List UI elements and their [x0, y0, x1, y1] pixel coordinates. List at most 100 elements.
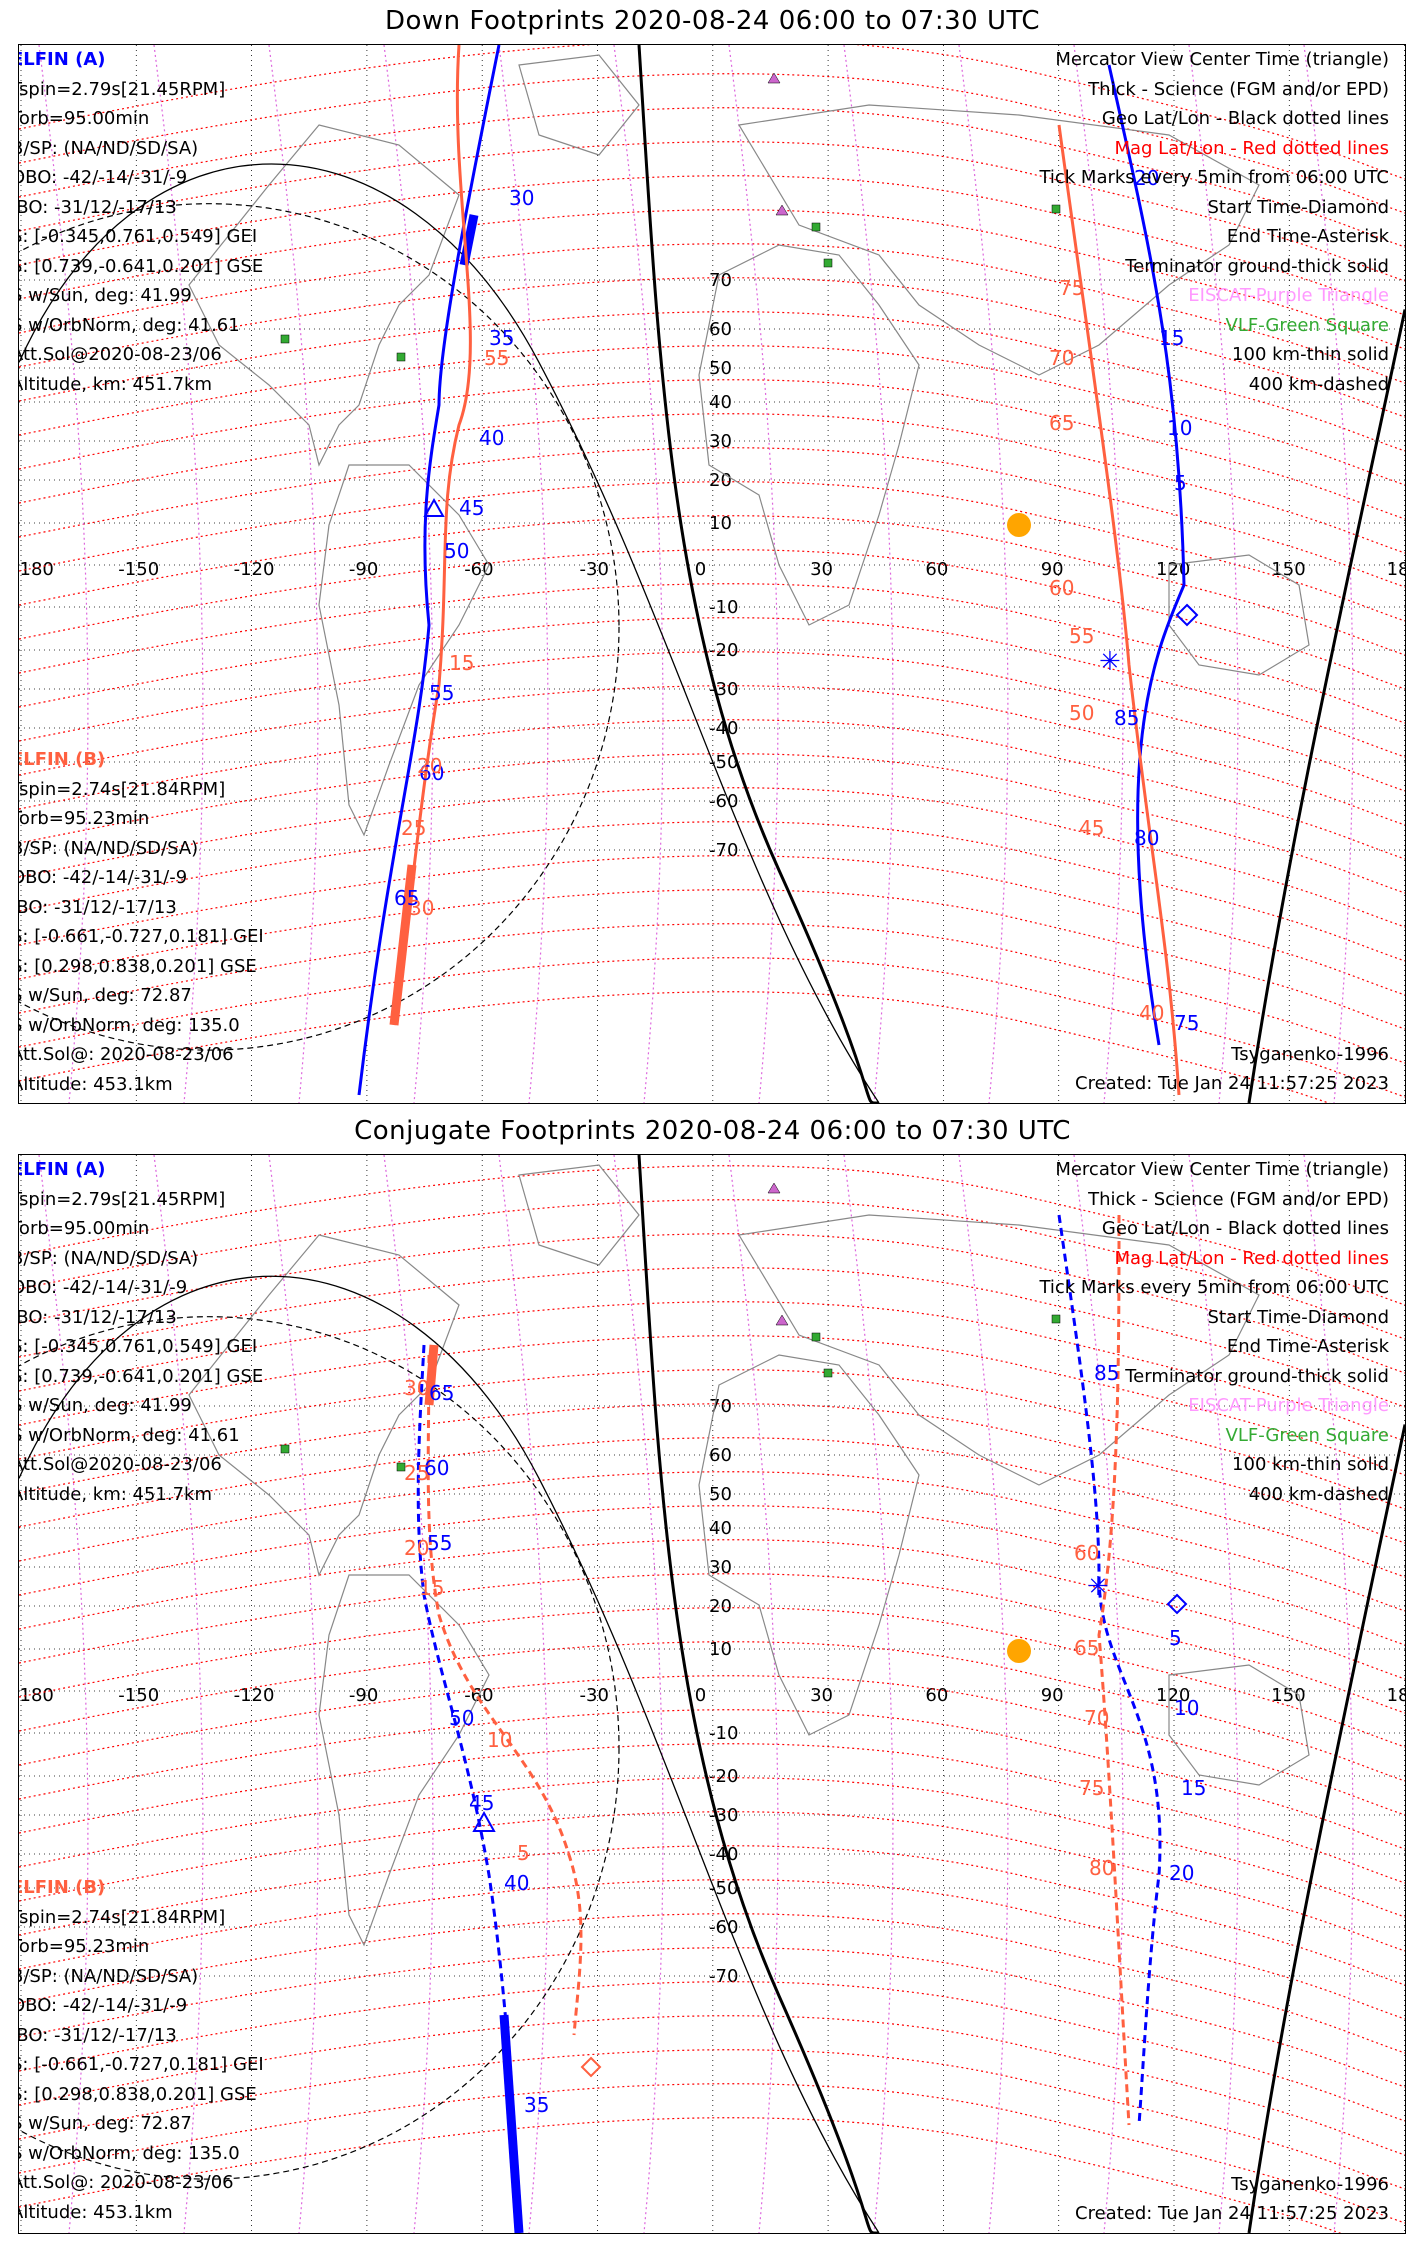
elfin-a-info-line: Att.Sol@2020-08-23/06	[18, 344, 222, 365]
elfin-a-tick-label: 10	[1167, 416, 1192, 440]
mag-meridian-line	[958, 45, 1009, 1103]
model-name: Tsyganenko-1996	[1231, 1044, 1389, 1065]
elfin-b-track	[426, 1354, 583, 2036]
mag-latitude-line	[19, 1709, 1405, 1850]
map-credits: Tsyganenko-1996 Created: Tue Jan 24 11:5…	[1075, 1040, 1389, 1098]
elfin-a-track	[416, 1344, 521, 2233]
elfin-b-info-line: S: [-0.661,-0.727,0.181] GEI	[18, 926, 264, 947]
terminator-line	[637, 45, 879, 1103]
elfin-a-info-line: B/SP: (NA/ND/SD/SA)	[18, 137, 199, 159]
mag-latitude-line	[19, 1471, 1405, 1612]
elfin-a-tick-label: 5	[1174, 471, 1187, 495]
elfin-a-tick-label: 10	[1174, 1696, 1199, 1720]
mag-latitude-line	[19, 141, 1405, 282]
mag-latitude-line	[19, 1641, 1405, 1782]
elfin-b-tick-label: 70	[1084, 1706, 1109, 1730]
elfin-a-info-line: OBO: -42/-14/-31/-9	[18, 1277, 188, 1298]
elfin-b-tick-label: 10	[487, 1728, 512, 1752]
terminator-line	[1247, 309, 1405, 1103]
visibility-400km-ellipse	[19, 1316, 620, 2180]
legend-item: Tick Marks every 5min from 06:00 UTC	[1039, 167, 1389, 188]
elfin-a-track	[1057, 1214, 1162, 2126]
lon-label: -150	[118, 559, 159, 580]
lat-label: 50	[709, 358, 732, 379]
elfin-a-tick-label: 30	[509, 186, 534, 210]
map-legend: Mercator View Center Time (triangle) Thi…	[1039, 1155, 1389, 1509]
model-name: Tsyganenko-1996	[1231, 2174, 1389, 2195]
elfin-b-track	[1097, 1214, 1131, 2126]
legend-item: Mercator View Center Time (triangle)	[1055, 1159, 1389, 1180]
start-diamond-icon	[1175, 603, 1199, 627]
mag-latitude-line	[19, 1505, 1405, 1646]
elfin-b-info-line: Att.Sol@: 2020-08-23/06	[18, 1044, 234, 1065]
elfin-a-info-line: Att.Sol@2020-08-23/06	[18, 1454, 222, 1475]
legend-item: End Time-Asterisk	[1226, 226, 1389, 247]
mag-latitude-line	[19, 107, 1405, 248]
elfin-b-tick-label: 70	[1049, 346, 1074, 370]
vlf-square-icon	[1051, 1314, 1061, 1324]
legend-item: Thick - Science (FGM and/or EPD)	[1088, 78, 1389, 100]
lon-label: 150	[1271, 559, 1305, 580]
mag-meridian-line	[38, 45, 89, 1103]
mag-meridian-line	[843, 1155, 894, 2233]
start-diamond-icon	[1166, 1593, 1188, 1615]
legend-item: 400 km-dashed	[1248, 373, 1389, 395]
mag-latitude-line	[19, 277, 1405, 418]
mag-latitude-line	[19, 2083, 1405, 2224]
lat-label: -50	[709, 752, 738, 773]
mag-latitude-line	[19, 549, 1405, 690]
mag-meridian-line	[728, 1155, 779, 2233]
mag-latitude-line	[19, 1947, 1405, 2088]
continent-outline	[1168, 1664, 1310, 1786]
legend-item: Tick Marks every 5min from 06:00 UTC	[1039, 1277, 1389, 1298]
legend-item: Terminator ground-thick solid	[1125, 1365, 1389, 1387]
vlf-square-icon	[396, 352, 406, 362]
mag-meridian-line	[1073, 1155, 1124, 2233]
mag-meridian-line	[613, 45, 664, 1103]
mag-meridian-line	[1073, 45, 1124, 1103]
mag-latitude-line	[19, 1879, 1405, 2020]
elfin-b-info-line: B/SP: (NA/ND/SD/SA)	[18, 1965, 199, 1987]
elfin-b-tick-label: 30	[404, 1376, 429, 1400]
lat-label: -40	[709, 1844, 738, 1865]
map-frame: 70605040302010-10-20-30-40-50-60-70-180-…	[18, 44, 1406, 1104]
elfin-b-tick-label: 60	[1049, 576, 1074, 600]
legend-item: Start Time-Diamond	[1207, 1306, 1389, 1328]
elfin-b-info-line: B/SP: (NA/ND/SD/SA)	[18, 837, 199, 859]
mag-latitude-line	[19, 311, 1405, 452]
elfin-a-title: ELFIN (A)	[18, 49, 106, 70]
legend-item: End Time-Asterisk	[1226, 1336, 1389, 1357]
map-canvas: 70605040302010-10-20-30-40-50-60-70-180-…	[19, 1155, 1405, 2233]
legend-item: 100 km-thin solid	[1232, 344, 1389, 365]
lat-label: 30	[709, 1557, 732, 1578]
continent-outline	[518, 54, 640, 156]
legend-item: Start Time-Diamond	[1207, 196, 1389, 218]
mag-latitude-line	[19, 923, 1405, 1064]
elfin-a-info-line: S w/Sun, deg: 41.99	[18, 1395, 192, 1416]
legend-item: 100 km-thin solid	[1232, 1454, 1389, 1475]
continent-outline	[698, 1354, 920, 1736]
elfin-a-tick-label: 15	[1159, 326, 1184, 350]
end-asterisk-icon: ✳	[1099, 647, 1121, 677]
legend-item: VLF-Green Square	[1225, 314, 1389, 336]
mag-latitude-line	[19, 515, 1405, 656]
elfin-b-tick-label: 45	[1079, 816, 1104, 840]
elfin-b-tick-label: 25	[404, 1461, 429, 1485]
elfin-b-tick-label: 15	[419, 1576, 444, 1600]
mag-latitude-line	[19, 753, 1405, 894]
mag-latitude-line	[19, 379, 1405, 520]
elfin-b-info-line: Torb=95.23min	[18, 1936, 150, 1957]
elfin-a-tick-label: 55	[427, 1531, 452, 1555]
legend-item: Geo Lat/Lon - Black dotted lines	[1101, 108, 1389, 129]
map-canvas: 70605040302010-10-20-30-40-50-60-70-180-…	[19, 45, 1405, 1103]
elfin-b-tick-label: 60	[1074, 1541, 1099, 1565]
lat-label: -10	[709, 597, 738, 618]
eiscat-triangle-icon	[775, 1314, 789, 1326]
mag-meridian-line	[843, 45, 894, 1103]
mag-latitude-line	[19, 855, 1405, 996]
lon-label: 150	[1271, 1685, 1305, 1706]
mag-latitude-line	[19, 1981, 1405, 2122]
elfin-a-tick-label: 40	[479, 426, 504, 450]
lon-label: 120	[1156, 559, 1190, 580]
elfin-a-info: ELFIN (A) Tspin=2.79s[21.45RPM] Torb=95.…	[18, 1155, 263, 1509]
